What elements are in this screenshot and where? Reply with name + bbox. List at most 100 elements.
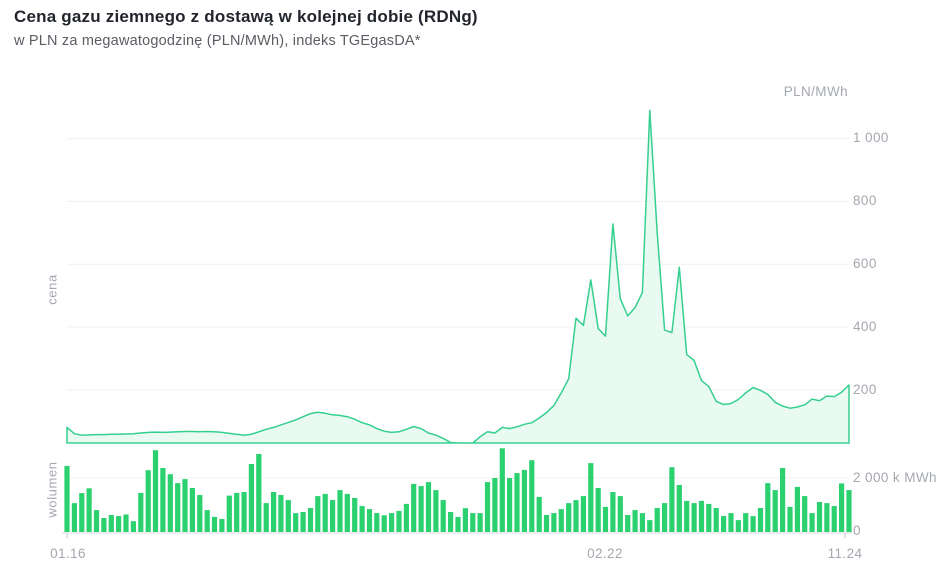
volume-bar: [271, 492, 277, 532]
volume-bar: [293, 513, 299, 532]
volume-bar: [366, 509, 373, 532]
price-tick-600: 600: [853, 256, 877, 271]
volume-bar: [344, 493, 350, 532]
volume-bar: [662, 503, 668, 532]
volume-bar: [182, 479, 188, 532]
volume-bar: [551, 513, 557, 532]
volume-bar: [93, 510, 100, 532]
volume-bar: [580, 496, 586, 532]
volume-bar: [735, 520, 741, 532]
volume-bar: [138, 492, 144, 532]
volume-bar: [226, 495, 232, 532]
volume-bar: [411, 483, 417, 532]
volume-bar: [248, 464, 254, 532]
volume-bar: [374, 513, 380, 532]
volume-bar: [499, 448, 505, 532]
volume-bar: [433, 490, 439, 532]
volume-bar: [448, 512, 454, 532]
volume-bar: [455, 516, 461, 532]
volume-bar: [307, 508, 314, 532]
volume-bar: [543, 515, 550, 532]
volume-bar: [263, 503, 269, 532]
volume-bar: [241, 492, 247, 532]
volume-tick-2000: 2 000 k MWh: [853, 470, 937, 485]
volume-bar: [418, 486, 424, 532]
volume-bar: [396, 510, 402, 532]
volume-bar: [610, 492, 616, 532]
volume-bar: [86, 488, 92, 532]
volume-bar: [130, 521, 136, 532]
price-tick-200: 200: [853, 382, 877, 397]
volume-bar: [492, 478, 498, 532]
volume-bar: [285, 500, 291, 532]
volume-bar: [566, 503, 572, 532]
price-tick-800: 800: [853, 193, 877, 208]
volume-bar: [529, 460, 535, 532]
volume-bar: [654, 508, 660, 532]
volume-bar: [772, 490, 778, 532]
volume-bar: [602, 506, 609, 532]
volume-bar: [477, 513, 483, 532]
volume-bar: [101, 518, 107, 532]
volume-bar: [743, 513, 749, 532]
volume-bar: [573, 500, 579, 532]
volume-bar: [536, 496, 542, 532]
volume-bar: [839, 483, 845, 532]
price-axis-unit: PLN/MWh: [783, 84, 848, 99]
page-title: Cena gazu ziemnego z dostawą w kolejnej …: [14, 7, 478, 26]
volume-bar: [831, 506, 837, 532]
volume-bar: [315, 496, 321, 532]
volume-bar: [507, 478, 513, 532]
volume-bar: [108, 515, 114, 532]
volume-bar: [160, 468, 166, 532]
volume-bar: [352, 498, 358, 532]
volume-bar: [691, 503, 697, 532]
volume-bar: [440, 500, 446, 532]
volume-bars: [64, 448, 852, 532]
volume-bar: [802, 496, 808, 532]
volume-bar: [713, 508, 719, 532]
volume-bar: [197, 495, 203, 532]
volume-bar: [787, 506, 793, 532]
volume-bar: [765, 483, 771, 532]
volume-bar: [71, 503, 77, 532]
volume-bar: [123, 514, 129, 532]
volume-bar: [152, 450, 159, 532]
volume-bar: [116, 516, 122, 532]
volume-bar: [145, 470, 151, 532]
price-panel-label: cena: [44, 274, 60, 305]
volume-bar: [698, 500, 705, 532]
volume-bar: [359, 506, 365, 532]
volume-bar: [669, 467, 675, 532]
volume-bar: [684, 500, 690, 532]
volume-bar: [322, 493, 328, 532]
volume-bar: [595, 488, 601, 532]
volume-bar: [780, 468, 786, 532]
volume-bar: [794, 486, 800, 532]
volume-bar: [167, 474, 173, 532]
volume-bar: [824, 503, 830, 532]
x-tick-0116: 01.16: [50, 546, 86, 561]
volume-panel-label: wolumen: [44, 461, 60, 518]
volume-bar: [204, 510, 210, 532]
volume-bar: [256, 454, 262, 532]
volume-bar: [521, 469, 527, 532]
volume-bar: [706, 503, 712, 532]
volume-bar: [514, 473, 520, 532]
volume-bar: [676, 485, 682, 532]
volume-bar: [64, 465, 70, 532]
volume-bar: [757, 508, 764, 532]
volume-bar: [425, 482, 432, 532]
volume-bar: [647, 520, 653, 532]
price-area: [66, 109, 850, 444]
volume-bar: [219, 519, 225, 532]
volume-bar: [300, 512, 306, 532]
volume-bar: [750, 516, 756, 532]
x-tick-1124: 11.24: [827, 546, 863, 561]
volume-bar: [588, 463, 594, 532]
volume-bar: [558, 509, 564, 532]
volume-bar: [462, 508, 468, 532]
volume-bar: [175, 483, 181, 532]
